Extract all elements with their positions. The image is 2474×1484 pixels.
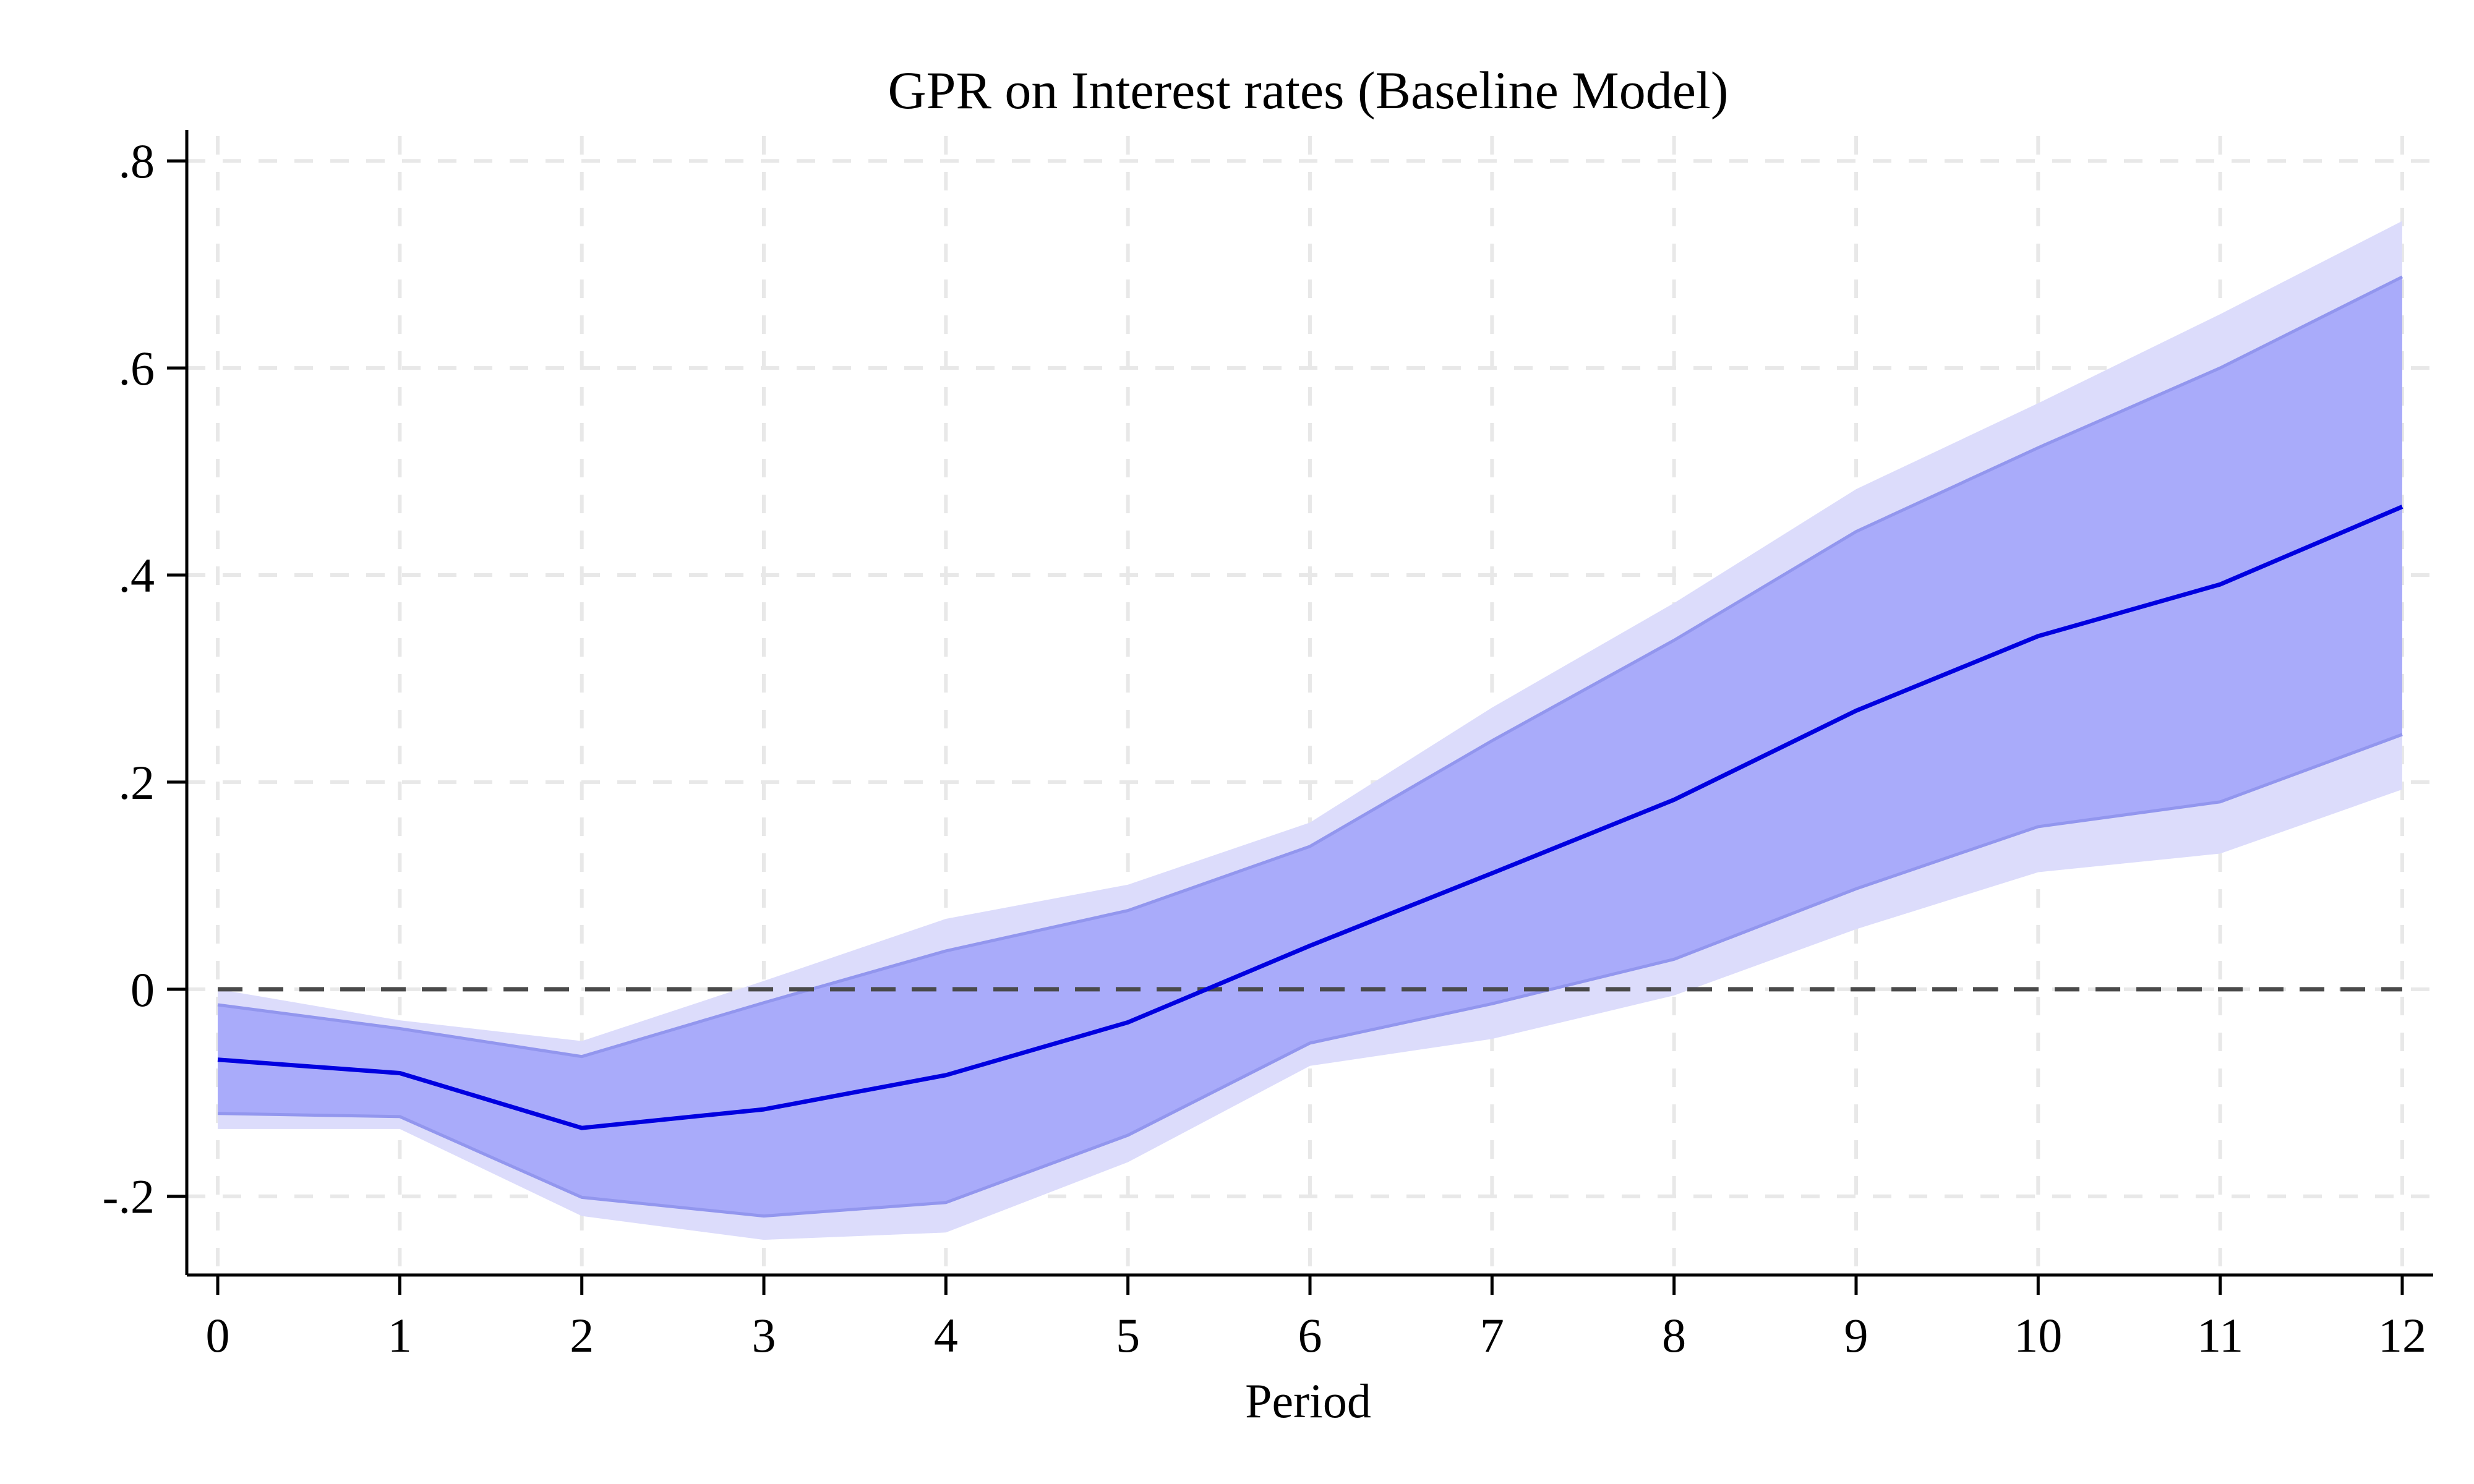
- inner-band-upper-edge: [217, 275, 2403, 1059]
- y-tick-label-.8: .8: [119, 134, 155, 188]
- x-tick-label-6: 6: [1298, 1308, 1322, 1362]
- x-ticks: 0 1 2 3 4 5 6 7 8 9 10 11 12: [206, 1275, 2426, 1362]
- y-tick-label-.6: .6: [119, 341, 155, 395]
- y-ticks: -.2 0 .2 .4 .6 .8: [103, 134, 187, 1224]
- inner-band-lower-edge: [217, 733, 2403, 1218]
- x-tick-label-10: 10: [2014, 1308, 2062, 1362]
- y-tick-label--.2: -.2: [103, 1170, 155, 1224]
- x-axis-title: Period: [1245, 1374, 1371, 1428]
- x-tick-label-3: 3: [752, 1308, 776, 1362]
- x-tick-label-12: 12: [2378, 1308, 2426, 1362]
- x-tick-label-2: 2: [570, 1308, 594, 1362]
- outer-confidence-band: [218, 221, 2402, 1240]
- x-tick-label-7: 7: [1480, 1308, 1504, 1362]
- x-tick-label-4: 4: [934, 1308, 958, 1362]
- inner-confidence-band: [218, 276, 2402, 1216]
- estimate-line-layer: [217, 505, 2403, 1130]
- x-tick-label-8: 8: [1662, 1308, 1686, 1362]
- y-tick-label-.4: .4: [119, 548, 155, 602]
- x-tick-label-11: 11: [2197, 1308, 2243, 1362]
- y-tick-label-0: 0: [131, 963, 155, 1017]
- x-tick-label-9: 9: [1844, 1308, 1868, 1362]
- x-tick-label-0: 0: [206, 1308, 230, 1362]
- y-tick-label-.2: .2: [119, 756, 155, 809]
- chart-title: GPR on Interest rates (Baseline Model): [888, 61, 1729, 120]
- x-tick-label-5: 5: [1116, 1308, 1140, 1362]
- x-tick-label-1: 1: [388, 1308, 412, 1362]
- confidence-bands: [217, 221, 2403, 1240]
